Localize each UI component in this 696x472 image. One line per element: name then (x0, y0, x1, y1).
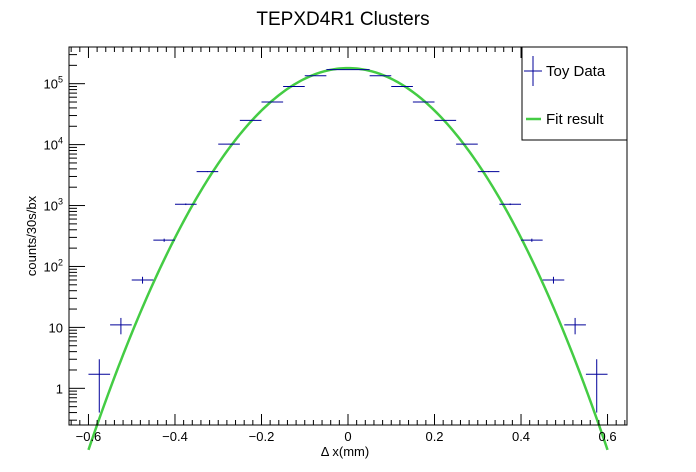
data-point (131, 276, 154, 284)
data-point (499, 203, 522, 206)
data-point (585, 359, 608, 413)
data-point (542, 276, 565, 284)
data-point (218, 143, 240, 145)
data-point (153, 238, 175, 242)
y-tick-label: 104 (44, 136, 63, 153)
y-axis-label: counts/30s/bx (24, 195, 39, 276)
x-tick-label: −0.4 (162, 429, 188, 444)
x-tick-label: 0.6 (598, 429, 616, 444)
data-point (174, 203, 197, 206)
y-tick-label: 102 (44, 257, 63, 274)
x-axis-label: Δ x(mm) (321, 444, 369, 459)
x-tick-label: −0.2 (249, 429, 275, 444)
y-tick-label: 10 (49, 320, 63, 335)
chart-title: TEPXD4R1 Clusters (256, 9, 429, 30)
data-point (88, 359, 111, 413)
y-tick-label: 105 (44, 75, 63, 92)
x-tick-label: 0.2 (425, 429, 443, 444)
legend-fit-result-label: Fit result (546, 111, 604, 128)
data-point (456, 143, 478, 145)
legend: Toy Data Fit result (521, 46, 628, 141)
fit-curve (87, 66, 609, 451)
legend-box (521, 46, 628, 141)
y-tick-label: 1 (56, 381, 63, 396)
data-point (564, 317, 586, 335)
plot-area (87, 66, 609, 451)
data-point (521, 238, 543, 242)
x-tick-label: 0 (344, 429, 351, 444)
legend-toy-data-label: Toy Data (546, 63, 606, 80)
data-point (196, 171, 219, 173)
x-tick-label: −0.6 (76, 429, 102, 444)
data-point (110, 317, 132, 335)
data-point (477, 171, 500, 173)
x-tick-label: 0.4 (512, 429, 530, 444)
y-tick-label: 103 (44, 197, 63, 214)
